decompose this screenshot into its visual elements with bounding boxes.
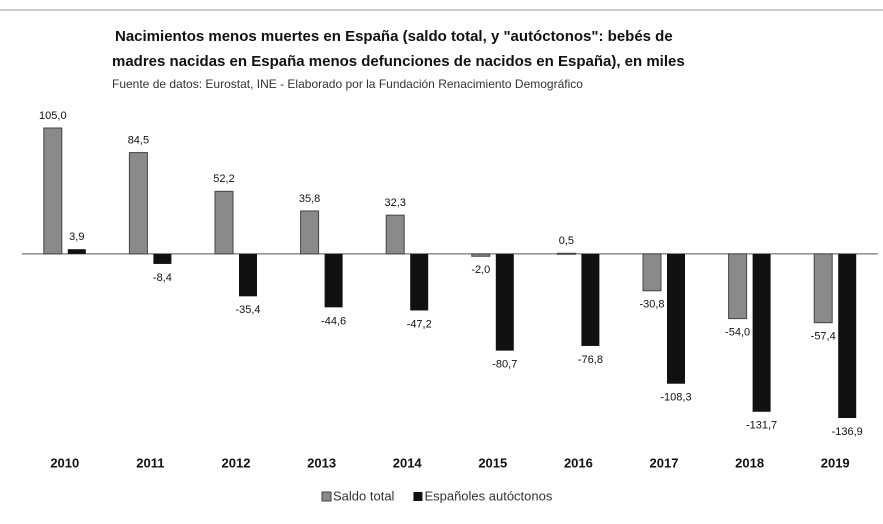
value-label: -2,0 [471, 264, 490, 276]
bar [471, 253, 491, 257]
value-label: -108,3 [660, 392, 691, 404]
x-tick-label: 2016 [564, 455, 593, 470]
value-label: 52,2 [213, 173, 234, 185]
bar [324, 253, 343, 308]
bar [239, 253, 257, 297]
bar [581, 253, 600, 346]
value-label: -80,7 [492, 359, 517, 371]
x-tick-label: 2011 [136, 455, 164, 470]
value-label: -131,7 [746, 420, 777, 432]
value-label: -30,8 [639, 299, 664, 311]
bar [43, 127, 63, 255]
bar [67, 249, 86, 254]
bar [495, 253, 514, 351]
x-tick-label: 2012 [222, 455, 251, 470]
legend-swatch [413, 492, 423, 501]
bar [813, 253, 833, 324]
x-tick-label: 2018 [735, 455, 764, 470]
value-label: -54,0 [725, 327, 750, 339]
value-label: -35,4 [235, 304, 260, 316]
x-tick-label: 2019 [821, 455, 850, 470]
bar [642, 253, 662, 292]
bar [556, 252, 576, 255]
legend-swatch [321, 491, 332, 502]
x-tick-label: 2013 [307, 455, 336, 470]
bar [300, 210, 320, 255]
bar [385, 214, 405, 255]
bar [214, 190, 234, 255]
value-label: -8,4 [153, 272, 172, 284]
bar [153, 253, 172, 264]
value-label: -47,2 [407, 318, 432, 330]
bar [728, 253, 748, 320]
value-label: 3,9 [69, 231, 84, 243]
value-label: 0,5 [559, 235, 574, 247]
value-label: 32,3 [384, 197, 405, 209]
chart-subtitle: Fuente de datos: Eurostat, INE - Elabora… [112, 77, 583, 91]
x-tick-label: 2010 [50, 455, 79, 470]
legend-label: Saldo total [333, 488, 395, 503]
value-label: 35,8 [299, 193, 320, 205]
bar [667, 253, 685, 384]
value-label: 84,5 [128, 134, 149, 146]
x-tick-label: 2017 [650, 455, 679, 470]
bar [410, 253, 429, 311]
value-label: 105,0 [39, 110, 67, 122]
x-tick-label: 2015 [478, 455, 507, 470]
x-tick-label: 2014 [393, 455, 423, 470]
chart-title: Nacimientos menos muertes en España (sal… [115, 28, 673, 45]
bar [838, 253, 857, 418]
bar [752, 253, 771, 412]
legend-label: Españoles autóctonos [424, 488, 552, 503]
value-label: -76,8 [578, 354, 603, 366]
bar [128, 152, 148, 255]
value-label: -57,4 [811, 331, 836, 343]
chart-title: madres nacidas en España menos defuncion… [112, 53, 685, 70]
value-label: -44,6 [321, 315, 346, 327]
value-label: -136,9 [832, 426, 863, 438]
